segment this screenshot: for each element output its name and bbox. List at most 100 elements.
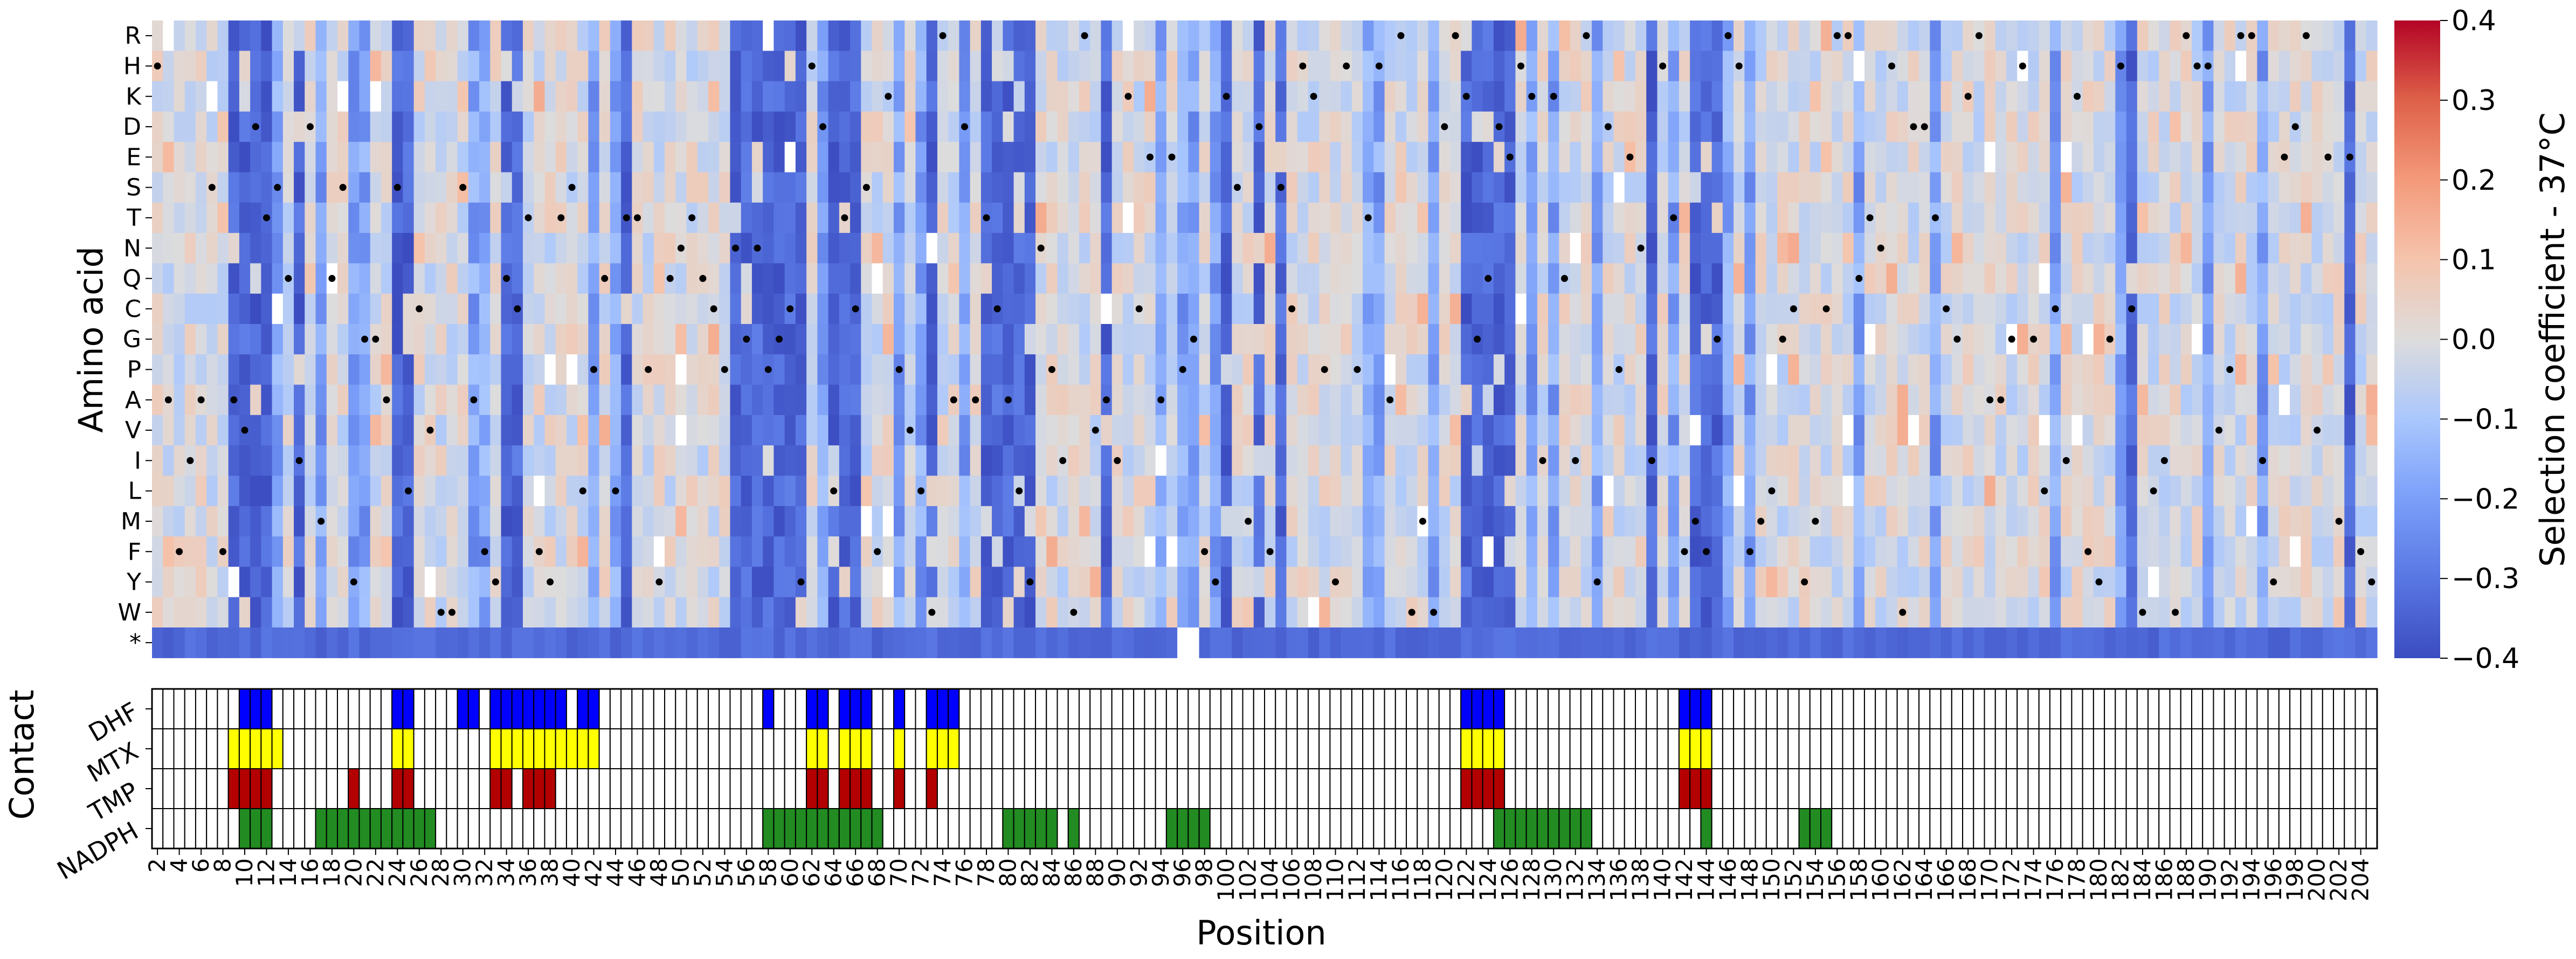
heatmap-cell: [337, 20, 349, 51]
heatmap-cell: [2180, 475, 2192, 507]
contact-cell: [936, 728, 949, 769]
heatmap-cell: [784, 202, 796, 233]
heatmap-cell: [457, 384, 469, 416]
heatmap-cell: [512, 506, 523, 537]
heatmap-cell: [1570, 81, 1581, 112]
heatmap-cell: [1799, 324, 1811, 355]
heatmap-cell: [1286, 51, 1298, 82]
heatmap-cell: [959, 172, 971, 203]
heatmap-cell: [2344, 172, 2356, 203]
heatmap-cell: [2148, 293, 2159, 325]
heatmap-cell: [708, 475, 720, 507]
heatmap-cell: [1101, 597, 1113, 628]
contact-cell: [1296, 688, 1309, 729]
heatmap-cell: [784, 111, 796, 142]
heatmap-cell: [1057, 536, 1069, 567]
heatmap-cell: [381, 20, 392, 51]
heatmap-cell: [894, 81, 905, 112]
heatmap-cell: [1701, 20, 1712, 51]
heatmap-cell: [294, 233, 305, 264]
heatmap-cell: [599, 172, 611, 203]
heatmap-cell: [1777, 475, 1788, 507]
heatmap-cell: [621, 384, 632, 416]
heatmap-cell: [1308, 51, 1320, 82]
heatmap-cell: [1199, 111, 1211, 142]
heatmap-cell: [1188, 51, 1200, 82]
heatmap-cell: [937, 111, 949, 142]
heatmap-cell: [2115, 324, 2127, 355]
heatmap-cell: [1199, 20, 1211, 51]
heatmap-cell: [184, 597, 196, 628]
heatmap-cell: [1111, 202, 1123, 233]
heatmap-cell: [2017, 536, 2029, 567]
heatmap-cell: [653, 172, 665, 203]
contact-cell: [1624, 688, 1636, 729]
heatmap-cell: [1177, 111, 1189, 142]
heatmap-cell: [1450, 324, 1461, 355]
heatmap-cell: [1624, 506, 1636, 537]
heatmap-cell: [915, 51, 927, 82]
heatmap-cell: [326, 293, 338, 325]
heatmap-cell: [948, 354, 960, 385]
heatmap-cell: [1013, 20, 1025, 51]
heatmap-cell: [1275, 51, 1287, 82]
heatmap-cell: [1461, 233, 1473, 264]
contact-cell: [511, 688, 524, 729]
heatmap-cell: [1973, 202, 1985, 233]
heatmap-cell: [665, 293, 676, 325]
heatmap-cell: [784, 384, 796, 416]
contact-cell: [1079, 688, 1091, 729]
heatmap-cell: [1810, 233, 1821, 264]
heatmap-cell: [2017, 20, 2029, 51]
heatmap-cell: [534, 627, 545, 658]
heatmap-cell: [392, 627, 404, 658]
heatmap-cell: [2311, 20, 2323, 51]
contact-cell: [1144, 688, 1156, 729]
heatmap-cell: [1461, 415, 1473, 446]
wildtype-dot: [993, 305, 1001, 313]
heatmap-cell: [2322, 111, 2334, 142]
heatmap-cell: [1548, 293, 1559, 325]
heatmap-cell: [1755, 293, 1767, 325]
heatmap-cell: [2322, 172, 2334, 203]
heatmap-cell: [872, 384, 883, 416]
heatmap-cell: [1766, 172, 1778, 203]
heatmap-cell: [544, 202, 556, 233]
heatmap-cell: [719, 293, 731, 325]
heatmap-cell: [2311, 81, 2323, 112]
heatmap-cell: [882, 293, 894, 325]
heatmap-cell: [2224, 445, 2236, 477]
heatmap-cell: [894, 293, 905, 325]
wildtype-dot: [1975, 32, 1983, 39]
heatmap-cell: [381, 202, 392, 233]
heatmap-cell: [1580, 597, 1592, 628]
heatmap-cell: [2192, 475, 2203, 507]
heatmap-cell: [1711, 445, 1723, 477]
heatmap-cell: [1951, 597, 1963, 628]
heatmap-cell: [2322, 202, 2334, 233]
heatmap-cell: [1537, 506, 1549, 537]
heatmap-cell: [839, 506, 851, 537]
heatmap-cell: [359, 293, 371, 325]
heatmap-cell: [719, 20, 731, 51]
heatmap-cell: [381, 324, 392, 355]
heatmap-cell: [1940, 415, 1952, 446]
heatmap-cell: [261, 20, 273, 51]
heatmap-cell: [1482, 475, 1494, 507]
heatmap-cell: [2017, 81, 2029, 112]
heatmap-cell: [2355, 233, 2367, 264]
heatmap-cell: [1068, 354, 1080, 385]
heatmap-cell: [566, 445, 578, 477]
heatmap-cell: [392, 81, 404, 112]
heatmap-cell: [337, 324, 349, 355]
heatmap-cell: [1428, 324, 1440, 355]
heatmap-cell: [2170, 627, 2181, 658]
heatmap-cell: [512, 263, 523, 294]
heatmap-cell: [1308, 506, 1320, 537]
heatmap-cell: [2071, 384, 2083, 416]
heatmap-cell: [457, 324, 469, 355]
heatmap-cell: [1930, 567, 1942, 598]
heatmap-cell: [1832, 51, 1843, 82]
heatmap-cell: [1373, 81, 1385, 112]
heatmap-cell: [686, 627, 698, 658]
